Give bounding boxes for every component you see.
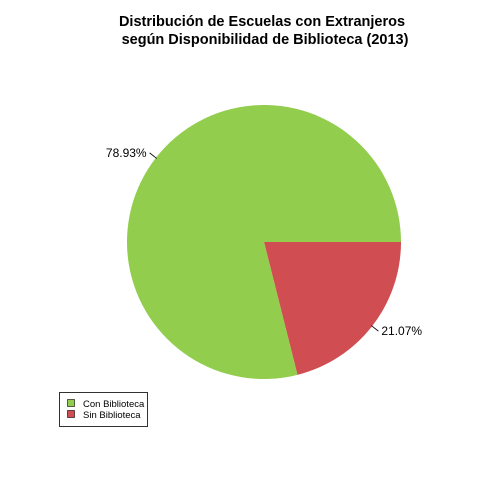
pie-slice-con-biblioteca <box>126 105 401 379</box>
pie-label-sin-biblioteca: 21.07% <box>381 324 422 338</box>
chart-title-line-2: según Disponibilidad de Biblioteca (2013… <box>122 32 409 48</box>
legend-label-con-biblioteca: Con Biblioteca <box>83 399 145 410</box>
legend-label-sin-biblioteca: Sin Biblioteca <box>83 410 141 421</box>
legend-swatch-con-biblioteca <box>67 399 75 407</box>
pie-label-con-biblioteca: 78.93% <box>106 146 147 160</box>
pie-leader-line-sin-biblioteca <box>371 325 379 332</box>
legend-box <box>59 392 148 427</box>
chart-title-line-1: Distribución de Escuelas con Extranjeros <box>119 14 405 30</box>
pie-slice-sin-biblioteca <box>264 242 401 375</box>
pie-slices <box>126 105 401 379</box>
pie-leader-line-con-biblioteca <box>149 152 157 159</box>
legend-swatch-sin-biblioteca <box>67 410 75 418</box>
legend: Con Biblioteca Sin Biblioteca <box>59 392 148 427</box>
